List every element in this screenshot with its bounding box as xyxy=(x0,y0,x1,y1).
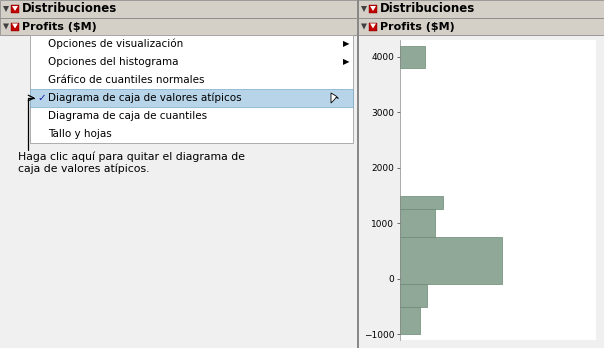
Text: ✓: ✓ xyxy=(37,93,46,103)
Bar xyxy=(369,5,377,13)
Text: Distribuciones: Distribuciones xyxy=(380,2,475,16)
Text: ▶: ▶ xyxy=(342,40,349,48)
Text: Profits ($M): Profits ($M) xyxy=(22,22,97,32)
Bar xyxy=(0,18,358,35)
Bar xyxy=(400,46,425,68)
Bar xyxy=(400,237,502,284)
Text: Profits ($M): Profits ($M) xyxy=(380,22,455,32)
Bar xyxy=(30,35,353,143)
Text: Opciones del histograma: Opciones del histograma xyxy=(48,57,179,67)
Bar xyxy=(400,284,428,307)
Bar xyxy=(358,18,604,35)
Text: Distribuciones: Distribuciones xyxy=(22,2,117,16)
Bar xyxy=(358,0,604,348)
Text: Diagrama de caja de cuantiles: Diagrama de caja de cuantiles xyxy=(48,111,207,121)
Bar xyxy=(30,89,353,107)
Bar xyxy=(400,209,435,237)
Bar xyxy=(0,0,358,348)
Bar xyxy=(0,0,358,18)
Polygon shape xyxy=(12,24,18,29)
Text: ▶: ▶ xyxy=(342,57,349,66)
Polygon shape xyxy=(361,24,367,30)
Polygon shape xyxy=(331,93,338,103)
Text: Diagrama de caja de valores atípicos: Diagrama de caja de valores atípicos xyxy=(48,93,242,103)
Bar xyxy=(400,196,443,209)
Bar xyxy=(358,0,604,18)
Bar xyxy=(11,23,19,31)
Polygon shape xyxy=(3,6,9,12)
Polygon shape xyxy=(3,24,9,30)
Polygon shape xyxy=(370,24,376,29)
Text: Opciones de visualización: Opciones de visualización xyxy=(48,39,183,49)
Bar xyxy=(357,0,359,348)
Polygon shape xyxy=(361,6,367,12)
Bar xyxy=(369,23,377,31)
Text: Gráfico de cuantiles normales: Gráfico de cuantiles normales xyxy=(48,75,205,85)
Text: Tallo y hojas: Tallo y hojas xyxy=(48,129,112,139)
Bar xyxy=(400,307,420,334)
Polygon shape xyxy=(12,6,18,11)
Bar xyxy=(11,5,19,13)
Text: Haga clic aquí para quitar el diagrama de
caja de valores atípicos.: Haga clic aquí para quitar el diagrama d… xyxy=(18,151,245,174)
Polygon shape xyxy=(370,6,376,11)
